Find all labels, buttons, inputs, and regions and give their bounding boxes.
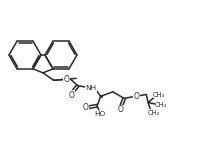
Text: O: O (118, 105, 124, 114)
Text: O: O (69, 91, 75, 100)
Text: CH₃: CH₃ (153, 92, 165, 98)
Text: O: O (134, 92, 140, 101)
Text: CH₃: CH₃ (148, 110, 160, 116)
Text: O: O (82, 103, 88, 112)
Text: NH: NH (85, 85, 96, 91)
Text: O: O (64, 75, 70, 84)
Text: HO: HO (95, 111, 106, 117)
Text: CH₃: CH₃ (155, 102, 167, 108)
